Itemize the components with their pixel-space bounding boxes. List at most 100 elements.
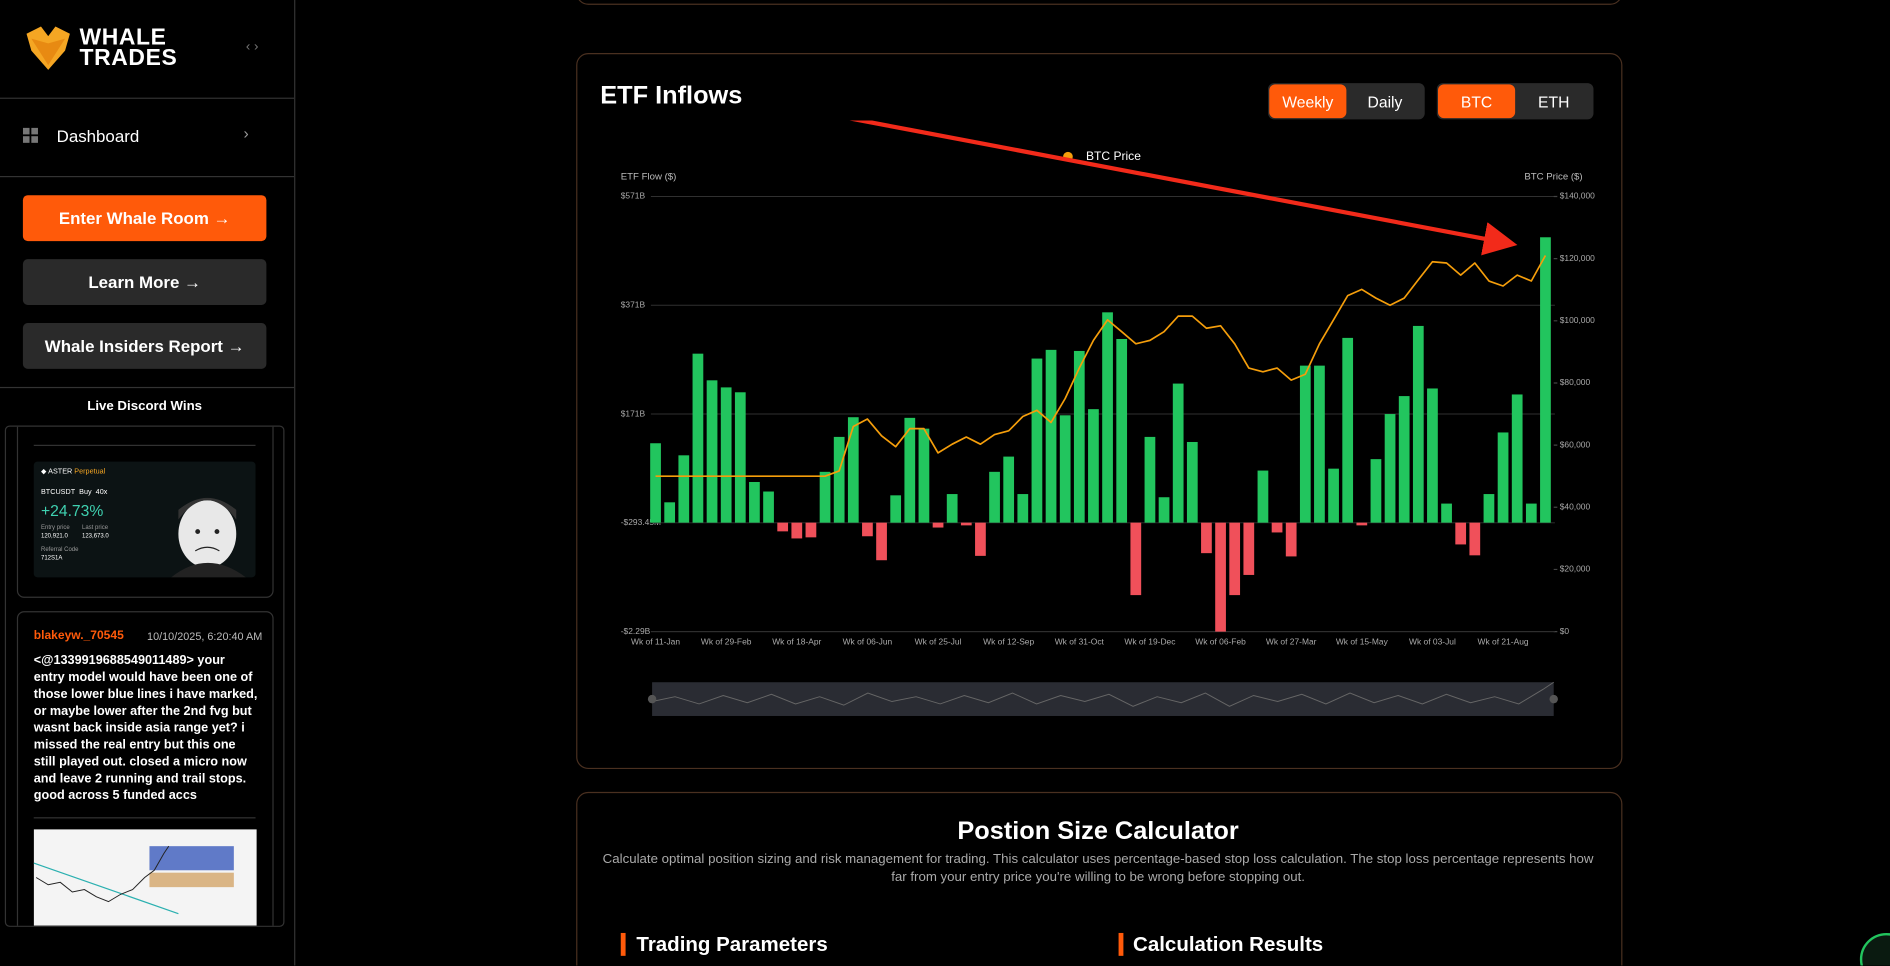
bar [1412, 325, 1424, 523]
price: 123,673.0 [81, 532, 109, 541]
bar [678, 455, 690, 523]
bar [650, 443, 661, 523]
section-title: Trading Parameters [636, 932, 828, 956]
tab[interactable]: Weekly [1269, 84, 1347, 119]
bar [862, 522, 873, 537]
bar [1017, 494, 1029, 523]
bar [1059, 415, 1071, 523]
button[interactable]: Whale Insiders Report → [22, 323, 267, 369]
y2-tick-label: $100,000 [1560, 315, 1595, 325]
bar [1441, 503, 1452, 523]
price-label: Entry price [40, 524, 70, 532]
chart: ETF Flow ($) BTC Price ($) $571B $371B $17… [621, 120, 1595, 716]
nav-item[interactable]: Dashboard › [0, 116, 294, 157]
section-title: Live Discord Wins [87, 398, 203, 414]
bar [763, 491, 774, 523]
section-marker [1118, 932, 1124, 956]
navigator-handle[interactable] [1549, 694, 1558, 704]
navigator-handle[interactable] [647, 694, 657, 704]
bar [1398, 396, 1410, 523]
bar [1455, 522, 1467, 545]
bar [1201, 522, 1212, 554]
pnl: +24.73% [40, 501, 104, 520]
tab[interactable]: ETH [1538, 92, 1570, 111]
bar [791, 522, 803, 539]
y2-axis-label: BTC Price ($) [1524, 172, 1582, 183]
x-tick-label: Wk of 15-May [1336, 637, 1389, 647]
bar [1511, 394, 1523, 523]
y-axis-label: ETF Flow ($) [621, 172, 677, 183]
calculator-description: Calculate optimal position sizing and ri… [602, 852, 1594, 885]
bar [1497, 432, 1509, 523]
discord-feed: ◆ ASTER Perpetual BTCUSDT Buy 40x +24.73… [4, 425, 285, 927]
product: Perpetual [74, 468, 106, 477]
bar [1469, 522, 1481, 556]
bar [1215, 522, 1226, 632]
bar [1356, 522, 1368, 526]
pair-row: BTCUSDT Buy 40x [41, 489, 107, 496]
side: Buy [79, 489, 92, 497]
sidebar: WHALE TRADES ‹ › Dashboard › Enter Whale… [0, 0, 296, 966]
y-tick-label: $371B [621, 299, 646, 309]
bar [1144, 436, 1156, 523]
nav-chevron: › [243, 124, 249, 143]
chart-title: ETF Inflows [600, 81, 743, 110]
bar [890, 495, 902, 523]
bar [1003, 456, 1015, 523]
button[interactable]: Enter Whale Room → [22, 195, 267, 242]
bar [1102, 312, 1113, 523]
divider [0, 175, 295, 178]
tab[interactable]: BTC [1437, 84, 1516, 119]
bar [975, 522, 986, 556]
y2-tick-label: $60,000 [1560, 439, 1591, 449]
referral: 712S1A [40, 554, 63, 562]
nav-label: Dashboard [56, 126, 140, 146]
bar [904, 417, 916, 523]
post-time: 10/10/2025, 6:20:40 AM [147, 630, 263, 643]
collapse-toggle[interactable]: ‹ › [245, 39, 259, 55]
asset-tabs: BTC ETH [1436, 83, 1594, 120]
bar [749, 481, 760, 523]
post-author: blakeyw._70545 [33, 629, 124, 643]
bar [1130, 522, 1142, 596]
bar [706, 380, 718, 523]
bar [1540, 237, 1551, 523]
logo-line: TRADES [79, 45, 178, 72]
button[interactable]: Learn More → [22, 259, 267, 305]
bar [805, 522, 817, 538]
price-label: Last price [81, 524, 109, 532]
x-tick-label: Wk of 06-Jun [843, 637, 893, 647]
bar [1271, 522, 1283, 533]
tab[interactable]: Daily [1367, 92, 1403, 111]
bar [1328, 468, 1339, 523]
section-marker [620, 932, 626, 956]
y2-tick-label: $140,000 [1560, 191, 1595, 201]
bar [734, 392, 746, 523]
bar [1483, 494, 1495, 523]
nav-icon [22, 127, 38, 143]
chat-bubble[interactable] [1859, 932, 1890, 966]
annotation-arrow [849, 120, 1518, 256]
y-tick-label: $571B [621, 191, 646, 201]
bar [1229, 522, 1241, 596]
leverage: 40x [95, 489, 108, 497]
plot: $571B $371B $171B -$293.45M -$2.29B $140,000 $… [621, 149, 1595, 647]
bar [918, 428, 930, 523]
y2-tick-label: $20,000 [1560, 564, 1591, 574]
bar [1031, 358, 1043, 523]
bar [1427, 388, 1438, 523]
x-tick-label: Wk of 25-Jul [915, 637, 962, 647]
bar [1045, 349, 1057, 523]
bar [960, 522, 972, 526]
bar [932, 522, 944, 528]
exchange: ◆ ASTER Perpetual [40, 468, 106, 477]
bar [876, 522, 887, 561]
y2-tick-label: $80,000 [1560, 377, 1591, 387]
x-tick-label: Wk of 03-Jul [1409, 637, 1456, 647]
trade-image: ◆ ASTER Perpetual BTCUSDT Buy 40x +24.73… [33, 461, 256, 578]
logo-icon [26, 26, 70, 70]
bar [819, 471, 831, 523]
bar [1370, 459, 1382, 523]
chart-screenshot [33, 829, 257, 926]
